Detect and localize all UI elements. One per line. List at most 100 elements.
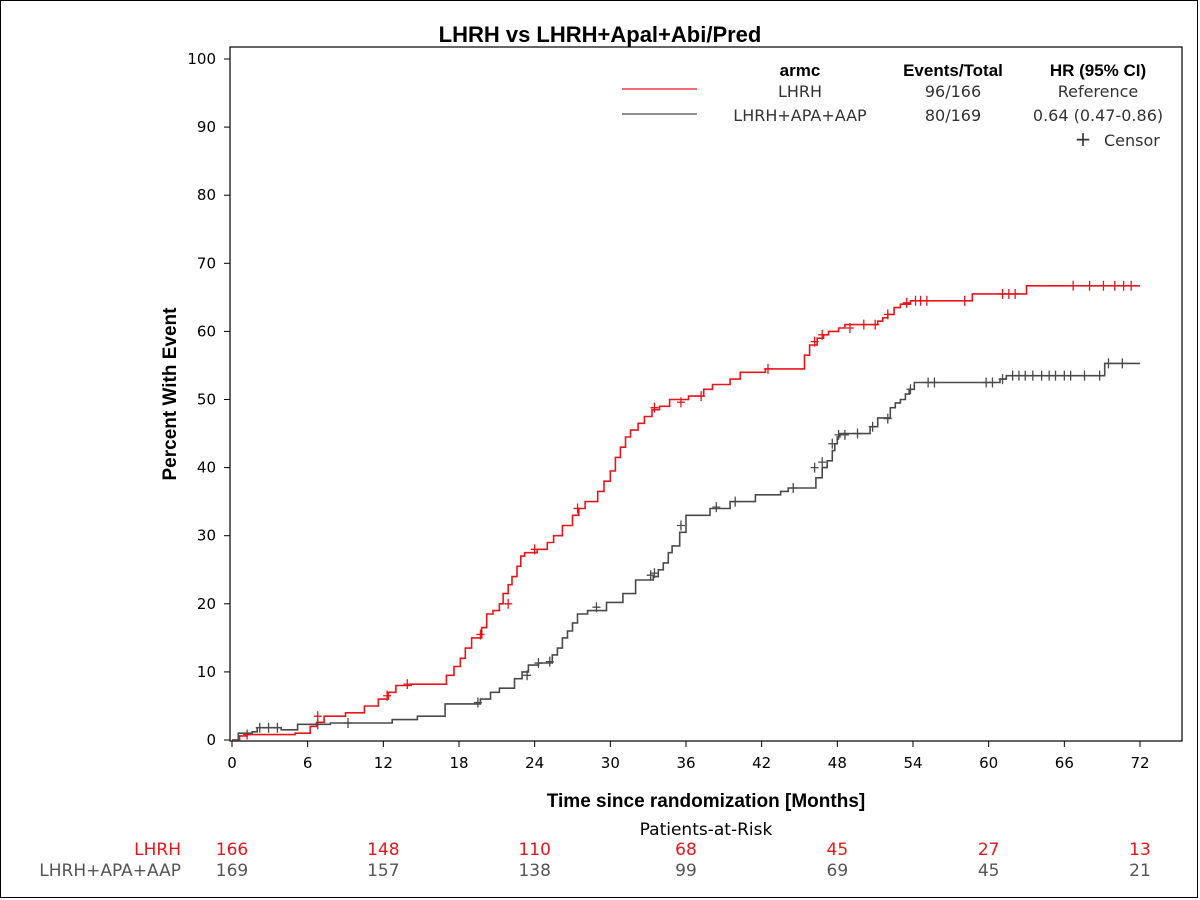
censor-mark-lhrh — [1127, 280, 1136, 291]
legend-censor-label: Censor — [1104, 131, 1160, 150]
censor-mark-lhrh — [530, 544, 539, 555]
censor-mark-lhrh-apa-aap — [988, 377, 997, 388]
series-layer — [232, 280, 1140, 741]
censor-mark-lhrh-apa-aap — [853, 428, 862, 439]
censor-mark-lhrh — [383, 690, 392, 701]
y-tick-label: 40 — [197, 459, 216, 477]
censor-mark-lhrh — [960, 295, 969, 306]
censor-mark-lhrh — [243, 729, 252, 740]
at-risk-value: 110 — [518, 840, 550, 860]
censor-mark-lhrh — [810, 336, 819, 347]
censor-mark-lhrh-apa-aap — [1037, 370, 1046, 381]
legend-header-events: Events/Total — [903, 61, 1003, 80]
legend-censor-symbol: + — [1075, 127, 1092, 151]
legend-events-lhrh: 96/166 — [925, 82, 981, 101]
at-risk-value: 27 — [978, 840, 1000, 860]
at-risk-value: 157 — [367, 861, 399, 881]
y-axis-label: Percent With Event — [160, 307, 181, 481]
censor-mark-lhrh — [403, 679, 412, 690]
censor-mark-lhrh — [476, 629, 485, 640]
legend-header-hr: HR (95% CI) — [1050, 61, 1146, 80]
censor-mark-lhrh-apa-aap — [646, 570, 655, 581]
x-tick-label: 30 — [601, 754, 620, 772]
censor-mark-lhrh-apa-aap — [818, 457, 827, 468]
at-risk-table: Patients-at-Risk LHRH LHRH+APA+AAP 166 14… — [39, 820, 1151, 881]
legend-hr-lhrh: Reference — [1058, 82, 1139, 101]
censor-mark-lhrh-apa-aap — [1080, 370, 1089, 381]
censor-mark-lhrh-apa-aap — [1051, 370, 1060, 381]
censor-mark-lhrh-apa-aap — [273, 722, 282, 733]
censor-mark-lhrh — [697, 391, 706, 402]
censor-mark-lhrh-apa-aap — [810, 462, 819, 473]
censor-mark-lhrh-apa-aap — [1066, 370, 1075, 381]
x-tick-label: 54 — [903, 754, 922, 772]
at-risk-value: 138 — [518, 861, 550, 881]
censor-mark-lhrh-apa-aap — [592, 602, 601, 613]
y-tick-label: 30 — [197, 527, 216, 545]
censor-mark-lhrh-apa-aap — [650, 568, 659, 579]
at-risk-value: 166 — [216, 840, 248, 860]
censor-mark-lhrh-apa-aap — [523, 670, 532, 681]
censor-mark-lhrh-apa-aap — [255, 722, 264, 733]
censor-mark-lhrh-apa-aap — [676, 520, 685, 531]
series-line-lhrh-apa-aap — [232, 362, 1140, 741]
censor-mark-lhrh-apa-aap — [731, 496, 740, 507]
censor-mark-lhrh-apa-aap — [712, 502, 721, 513]
at-risk-title: Patients-at-Risk — [640, 820, 773, 840]
censor-mark-lhrh-apa-aap — [789, 483, 798, 494]
at-risk-label-apa: LHRH+APA+AAP — [39, 861, 181, 881]
legend-events-apa: 80/169 — [925, 106, 981, 125]
y-tick-label: 60 — [197, 322, 216, 340]
censor-mark-lhrh-apa-aap — [534, 658, 543, 669]
censor-mark-lhrh — [1110, 280, 1119, 291]
plot-border — [229, 46, 1183, 742]
at-risk-value: 99 — [675, 861, 697, 881]
at-risk-value: 13 — [1129, 840, 1151, 860]
legend-hr-apa: 0.64 (0.47-0.86) — [1033, 106, 1163, 125]
censor-mark-lhrh — [883, 309, 892, 320]
x-tick-label: 12 — [374, 754, 393, 772]
at-risk-label-lhrh: LHRH — [134, 840, 181, 860]
x-tick-label: 48 — [828, 754, 847, 772]
censor-mark-lhrh-apa-aap — [344, 717, 353, 728]
legend-label-apa: LHRH+APA+AAP — [733, 106, 867, 125]
censor-mark-lhrh-apa-aap — [868, 421, 877, 432]
series-line-lhrh — [232, 285, 1140, 741]
legend-header-arm: armc — [780, 61, 821, 80]
at-risk-value: 169 — [216, 861, 248, 881]
censor-mark-lhrh-apa-aap — [1118, 358, 1127, 369]
at-risk-value: 45 — [978, 861, 1000, 881]
censor-mark-lhrh-apa-aap — [930, 377, 939, 388]
censor-mark-lhrh — [902, 297, 911, 308]
at-risk-value: 45 — [827, 840, 849, 860]
censor-mark-lhrh-apa-aap — [473, 697, 482, 708]
y-tick-label: 10 — [197, 663, 216, 681]
y-axis: 0 10 20 30 40 50 60 70 80 90 100 — [187, 50, 230, 749]
censor-mark-lhrh-apa-aap — [313, 719, 322, 730]
censor-mark-lhrh-apa-aap — [840, 429, 849, 440]
censor-mark-lhrh-apa-aap — [883, 413, 892, 424]
y-tick-label: 50 — [197, 391, 216, 409]
y-tick-label: 90 — [197, 118, 216, 136]
x-axis-label: Time since randomization [Months] — [547, 791, 865, 812]
y-tick-label: 0 — [206, 731, 216, 749]
censor-mark-lhrh-apa-aap — [828, 438, 837, 449]
x-tick-label: 72 — [1130, 754, 1149, 772]
plot-area — [229, 46, 1183, 742]
at-risk-value: 21 — [1129, 861, 1151, 881]
legend: armc Events/Total HR (95% CI) LHRH 96/16… — [622, 61, 1163, 151]
censor-mark-lhrh — [871, 319, 880, 330]
x-tick-label: 66 — [1055, 754, 1074, 772]
censor-mark-lhrh — [1011, 288, 1020, 299]
censor-mark-lhrh-apa-aap — [264, 722, 273, 733]
censor-mark-lhrh — [1119, 280, 1128, 291]
censor-mark-lhrh — [1069, 280, 1078, 291]
censor-mark-lhrh — [504, 598, 513, 609]
censor-mark-lhrh — [676, 397, 685, 408]
censor-mark-lhrh — [1099, 280, 1108, 291]
censor-mark-lhrh-apa-aap — [1021, 370, 1030, 381]
y-tick-label: 20 — [197, 595, 216, 613]
at-risk-value: 68 — [675, 840, 697, 860]
